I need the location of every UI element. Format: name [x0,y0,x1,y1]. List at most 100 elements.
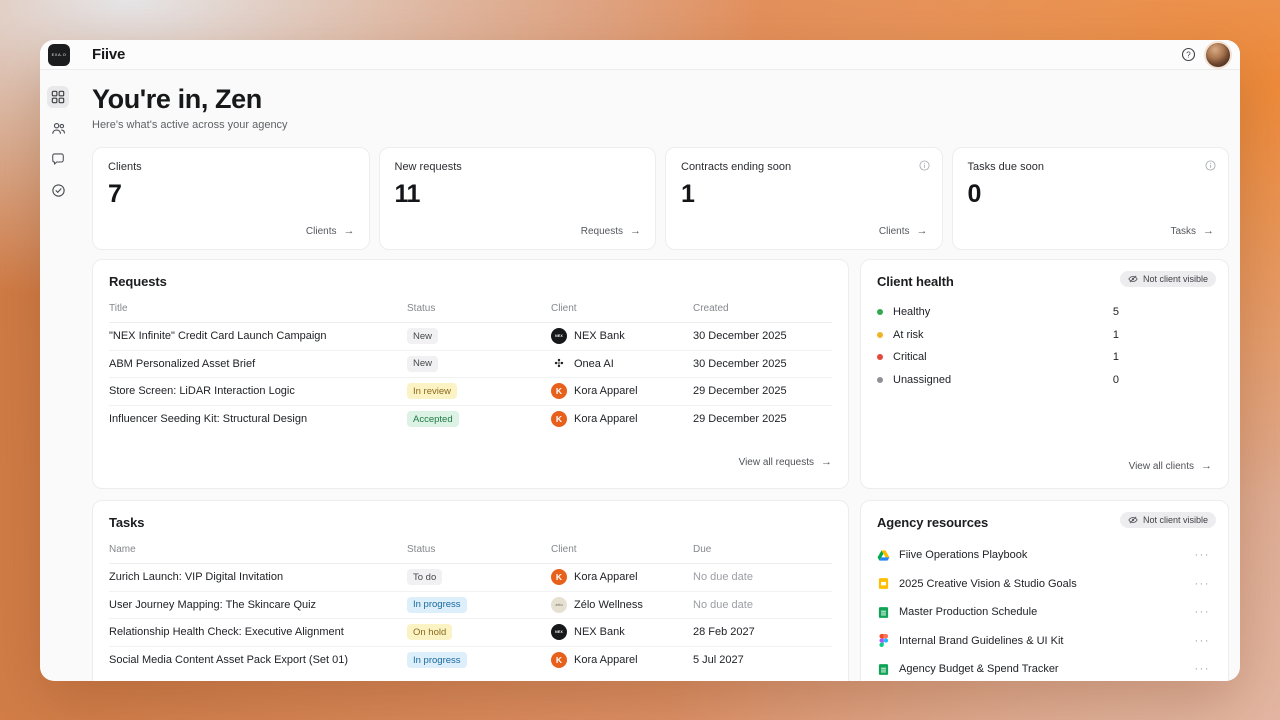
sidebar-item-messages[interactable] [47,148,69,170]
resource-row[interactable]: Internal Brand Guidelines & UI Kit ··· [877,627,1212,656]
eye-off-icon [1128,516,1138,524]
user-avatar[interactable] [1206,42,1230,67]
client-name: Onea AI [574,357,614,370]
client-avatar-nex: NEX [551,328,567,345]
slides-icon [877,577,890,590]
stat-card-tasks-due[interactable]: Tasks due soon 0 Tasks → [951,147,1229,251]
stat-card-contracts-ending[interactable]: Contracts ending soon 1 Clients → [665,147,943,251]
drive-icon [877,549,890,562]
date-cell: 5 Jul 2027 [693,654,744,667]
sidebar-item-tasks[interactable] [47,179,69,201]
info-icon[interactable] [1205,160,1216,171]
table-row[interactable]: Influencer Seeding Kit: Structural Desig… [109,406,832,434]
google-sheets-icon [878,606,889,618]
stats-row: Clients 7 Clients → New requests 11 Reque… [92,147,1229,251]
client-avatar-zelo: zélo [551,596,567,613]
stat-label: Tasks due soon [967,161,1044,174]
arrow-right-icon: → [630,225,641,238]
health-row[interactable]: Critical 1 [877,346,1212,369]
more-menu-icon[interactable]: ··· [1194,634,1210,647]
view-all-requests-link[interactable]: View all requests → [738,456,832,469]
more-menu-icon[interactable]: ··· [1194,663,1210,676]
sheets-icon [877,606,890,619]
stat-label: Contracts ending soon [681,161,792,174]
health-label: At risk [893,328,924,341]
info-icon[interactable] [918,160,930,171]
stat-card-clients[interactable]: Clients 7 Clients → [92,147,370,251]
not-client-visible-badge: Not client visible [1119,512,1216,529]
date-cell: No due date [693,598,753,611]
stat-link[interactable]: Clients → [878,225,928,238]
client-avatar-kora: K [551,569,567,586]
resource-label: Fiive Operations Playbook [899,549,1028,562]
view-all-clients-link[interactable]: View all clients → [1128,460,1212,473]
google-drive-icon [877,550,890,561]
table-row[interactable]: ABM Personalized Asset Brief New ✣ Onea AI 3… [109,351,832,379]
arrow-right-icon: → [1203,225,1214,238]
stat-link[interactable]: Clients → [305,225,355,238]
row-title: Influencer Seeding Kit: Structural Desig… [109,413,308,426]
health-row[interactable]: Unassigned 0 [877,369,1212,392]
more-menu-icon[interactable]: ··· [1194,549,1210,562]
health-row[interactable]: At risk 1 [877,324,1212,347]
stat-card-new-requests[interactable]: New requests 11 Requests → [378,147,656,251]
row-title: ABM Personalized Asset Brief [109,357,256,370]
resource-row[interactable]: Fiive Operations Playbook ··· [877,541,1212,570]
stat-value: 7 [108,180,122,209]
row-title: User Journey Mapping: The Skincare Quiz [109,598,317,611]
agency-resources-panel: Agency resources Not client visible Fiiv… [860,500,1229,681]
table-row[interactable]: Store Screen: LiDAR Interaction Logic In … [109,378,832,406]
resource-row[interactable]: Agency Budget & Spend Tracker ··· [877,655,1212,681]
client-avatar-kora: K [551,652,567,669]
resource-row[interactable]: Master Production Schedule ··· [877,598,1212,627]
stat-label: Clients [108,161,142,174]
date-cell: 30 December 2025 [693,357,787,370]
client-cell: NEX NEX Bank [551,624,693,641]
requests-table-body: "NEX Infinite" Credit Card Launch Campai… [109,323,832,433]
sidebar-item-dashboard[interactable] [47,86,69,108]
health-row[interactable]: Healthy 5 [877,301,1212,324]
table-row[interactable]: "NEX Infinite" Credit Card Launch Campai… [109,323,832,351]
client-cell: K Kora Apparel [551,569,693,586]
date-cell: 29 December 2025 [693,385,787,398]
row-title: Social Media Content Asset Pack Export (… [109,654,349,667]
status-badge: New [407,328,439,345]
date-cell: 28 Feb 2027 [693,626,755,639]
more-menu-icon[interactable]: ··· [1194,606,1210,619]
tasks-table-header: Name Status Client Due [109,530,832,565]
arrow-right-icon: → [1201,460,1212,473]
table-row[interactable]: Social Media Content Asset Pack Export (… [109,647,832,675]
health-label: Critical [893,351,927,364]
table-row[interactable]: Relationship Health Check: Executive Ali… [109,619,832,647]
health-count: 1 [1112,328,1119,341]
resource-row[interactable]: 2025 Creative Vision & Studio Goals ··· [877,570,1212,599]
stat-value: 1 [681,180,695,209]
row-title: Relationship Health Check: Executive Ali… [109,626,344,639]
health-count: 1 [1112,351,1119,364]
resource-label: Master Production Schedule [899,606,1038,619]
health-label: Unassigned [893,373,952,386]
sheets-icon [877,663,890,676]
help-icon[interactable]: ? [1180,47,1196,63]
status-badge: In review [407,383,458,400]
resource-label: Internal Brand Guidelines & UI Kit [899,634,1064,647]
client-avatar-kora: K [551,411,567,428]
tasks-title: Tasks [109,515,145,531]
date-cell: 30 December 2025 [693,330,787,343]
google-sheets-icon [878,663,889,675]
status-badge: In progress [407,596,467,613]
stat-link[interactable]: Tasks → [1170,225,1214,238]
table-row[interactable]: Zurich Launch: VIP Digital Invitation To … [109,564,832,592]
stat-link[interactable]: Requests → [580,225,641,238]
resource-label: Agency Budget & Spend Tracker [899,663,1059,676]
logo-mark[interactable]: EXA.O [48,43,70,66]
table-row[interactable]: User Journey Mapping: The Skincare Quiz I… [109,592,832,620]
client-name: Kora Apparel [574,413,638,426]
sidebar-item-clients[interactable] [47,117,69,139]
agency-resources-title: Agency resources [877,515,989,531]
health-count: 0 [1112,373,1119,386]
date-cell: No due date [693,571,753,584]
tasks-panel: Tasks Name Status Client Due Zurich Launch:… [92,500,849,681]
row-title: Zurich Launch: VIP Digital Invitation [109,571,284,584]
more-menu-icon[interactable]: ··· [1194,577,1210,590]
